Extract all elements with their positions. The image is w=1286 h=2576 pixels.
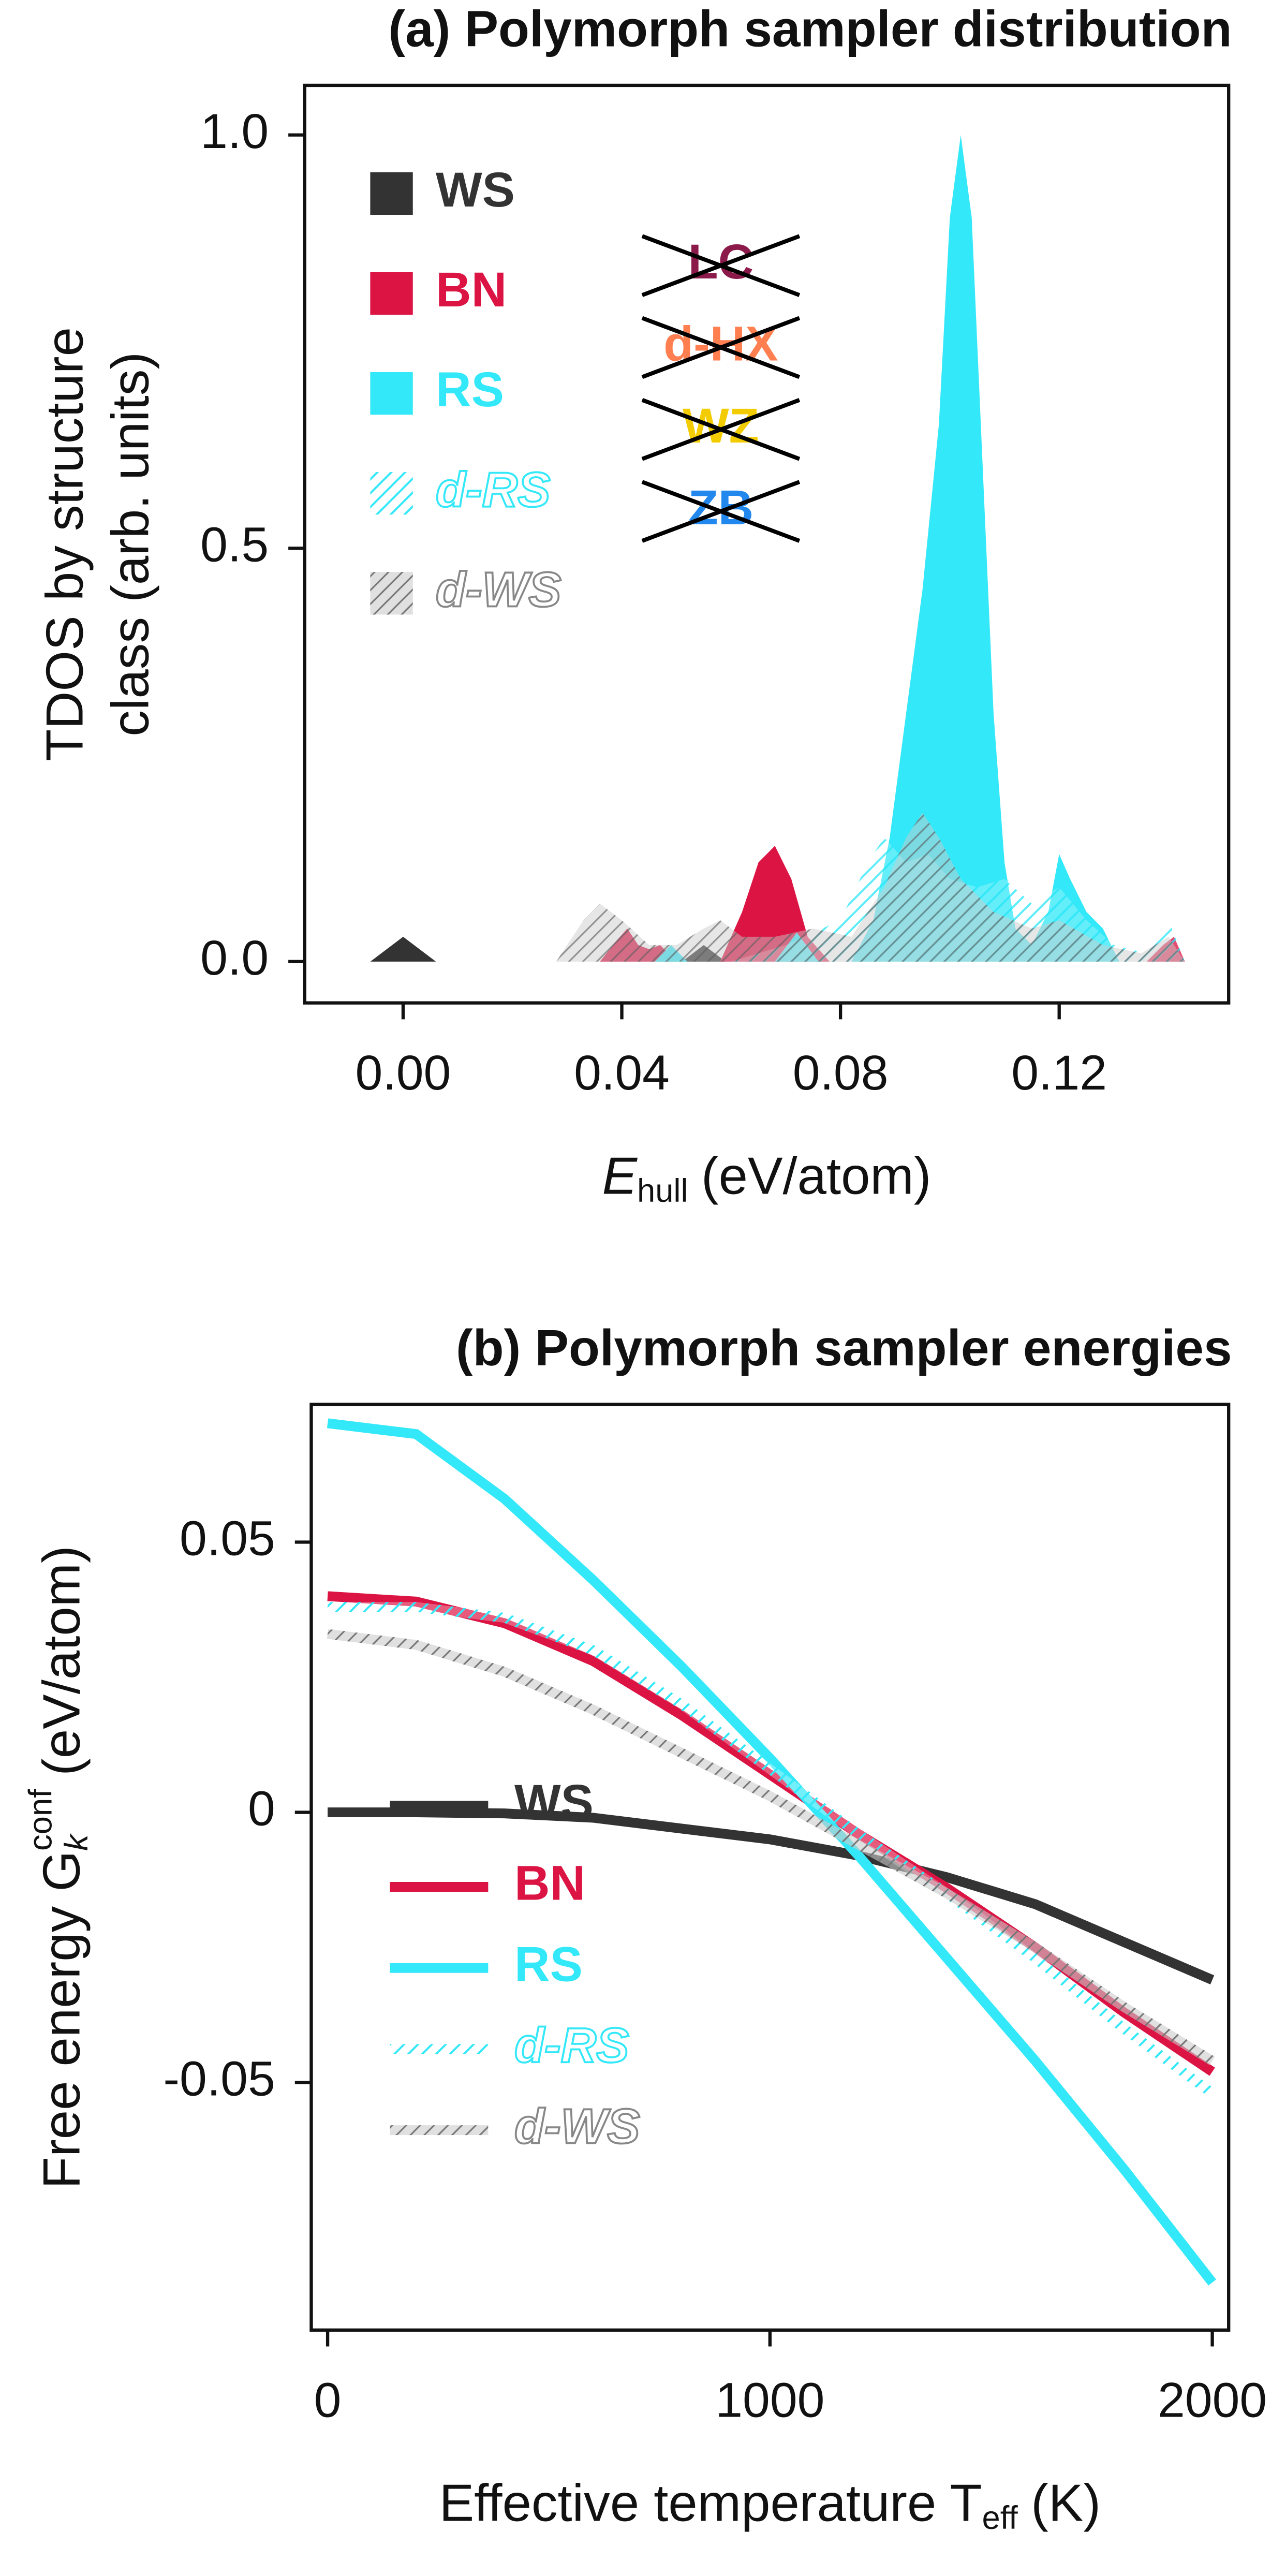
y-label-unit: (eV/atom) [32,1545,91,1776]
plot-frame [303,83,1231,1005]
x-axis-label: Ehull (eV/atom) [602,1146,931,1209]
cross [641,398,801,461]
y-label-sup: conf [22,1789,58,1851]
legend-swatch [370,472,413,515]
x-tick-label: 1000 [715,2373,824,2427]
cross [641,316,801,379]
plot-frame [309,1403,1231,2332]
excluded-label: LC [688,234,754,289]
legend-label: d-RS [514,2018,629,2073]
x-tick-label: 0.08 [793,1046,889,1100]
line [327,1418,1217,2286]
legend-label: BN [514,1856,585,1911]
y-label-text: Free energy G [32,1851,91,2189]
x-tick-label: 0.04 [574,1046,670,1100]
x-label-unit: (eV/atom) [701,1146,932,1205]
legend-swatch [370,272,413,315]
legend-label: RS [436,362,504,417]
x-axis-label: Effective temperature Teff (K) [439,2474,1101,2536]
x-label-symbol: Effective temperature T [439,2474,982,2532]
area [851,135,1119,962]
legend-label: d-WS [436,562,561,617]
chart-title: (b) Polymorph sampler energies [456,1319,1232,1376]
x-tick-label: 0.12 [1011,1046,1107,1100]
y-tick-label: -0.05 [163,2052,275,2107]
x-tick-label: 2000 [1158,2373,1267,2427]
excluded-label: WZ [683,399,759,453]
legend-label: d-WS [514,2099,640,2154]
legend-swatch [370,372,413,415]
x-tick-label: 0 [314,2373,342,2427]
line [327,1591,1215,2076]
legend-swatch [370,172,413,215]
line [327,1629,1215,2065]
x-label-unit: (K) [1031,2474,1101,2532]
x-label-sub: eff [982,2500,1018,2536]
y-label-sub: k [58,1833,95,1851]
y-axis-label: Free energy Gkconf (eV/atom) [22,1545,95,2189]
chart-title: (a) Polymorph sampler distribution [388,1,1232,57]
line [328,1807,1215,1984]
legend-label: BN [436,262,507,317]
y-tick-label: 0.5 [200,517,269,572]
excluded-label: ZB [688,480,754,535]
legend-label: WS [436,163,515,217]
cross [641,480,801,543]
y-axis-label: class (arb. units) [101,352,159,737]
x-label-symbol: E [602,1146,638,1205]
y-tick-label: 0.0 [200,931,269,985]
cross [641,234,801,297]
x-tick-label: 0.00 [356,1046,451,1100]
area [370,936,436,962]
legend-label: d-RS [436,462,551,517]
x-label-sub: hull [637,1173,688,1209]
line [328,1602,1216,2098]
area [556,813,1185,962]
y-tick-label: 0 [248,1782,275,1836]
y-axis-label: TDOS by structure [36,327,94,761]
legend-label: RS [514,1937,583,1992]
legend-label: WS [514,1775,594,1830]
y-tick-label: 1.0 [200,104,269,159]
legend-swatch [370,572,413,615]
y-tick-label: 0.05 [180,1511,275,1566]
